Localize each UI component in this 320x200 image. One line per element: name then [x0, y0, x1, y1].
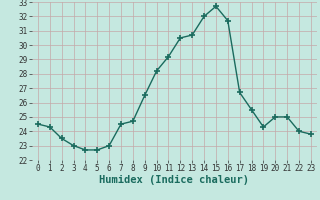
X-axis label: Humidex (Indice chaleur): Humidex (Indice chaleur) [100, 175, 249, 185]
